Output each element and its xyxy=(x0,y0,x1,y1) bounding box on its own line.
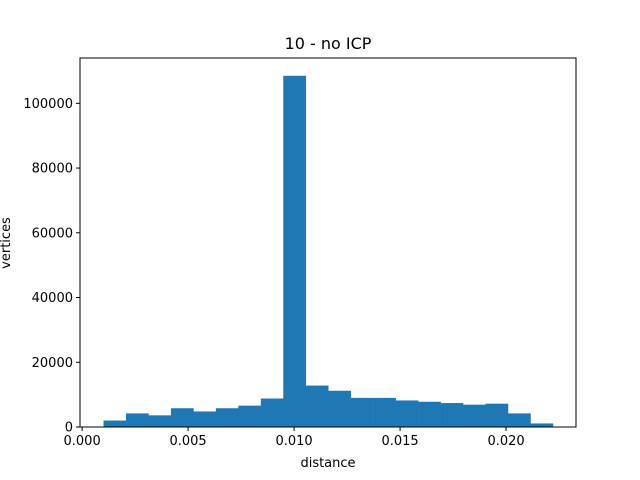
x-axis-ticks: 0.000 0.005 0.010 0.015 0.020 xyxy=(64,427,525,449)
y-tick-label: 80000 xyxy=(32,162,73,177)
x-tick-label: 0.020 xyxy=(487,434,524,449)
y-tick-label: 100000 xyxy=(23,97,73,112)
chart-title: 10 - no ICP xyxy=(285,34,372,53)
histogram-bar xyxy=(170,408,194,427)
histogram-bar xyxy=(125,413,149,427)
y-tick-label: 20000 xyxy=(32,356,73,371)
histogram-bar xyxy=(215,408,239,427)
y-axis-label: vertices xyxy=(0,217,14,269)
bars-group xyxy=(103,75,554,427)
histogram-bar xyxy=(485,403,509,427)
histogram-bar xyxy=(418,401,441,427)
x-tick-label: 0.000 xyxy=(64,434,101,449)
histogram-bar xyxy=(440,403,464,427)
histogram-bar xyxy=(328,390,351,427)
axes-frame xyxy=(79,57,577,428)
x-tick-label: 0.005 xyxy=(169,434,206,449)
histogram-bar xyxy=(193,411,217,427)
histogram-bar xyxy=(373,397,396,427)
y-axis-ticks: 0 20000 40000 60000 80000 100000 xyxy=(23,97,80,436)
y-tick-label: 0 xyxy=(65,421,73,436)
x-tick-label: 0.010 xyxy=(275,434,312,449)
histogram-bar xyxy=(283,75,307,427)
y-tick-label: 40000 xyxy=(32,291,73,306)
histogram-bar xyxy=(305,385,329,427)
histogram-bar xyxy=(260,398,284,427)
histogram-bar xyxy=(148,415,172,427)
histogram-bar xyxy=(395,400,419,427)
histogram-bar xyxy=(463,404,486,427)
histogram-bar xyxy=(530,423,554,427)
histogram-bar xyxy=(238,405,262,427)
histogram-bar xyxy=(103,420,127,427)
x-tick-label: 0.015 xyxy=(381,434,418,449)
histogram-bar xyxy=(507,413,531,427)
x-axis-label: distance xyxy=(300,456,355,471)
histogram-bar xyxy=(350,397,374,427)
y-tick-label: 60000 xyxy=(32,226,73,241)
